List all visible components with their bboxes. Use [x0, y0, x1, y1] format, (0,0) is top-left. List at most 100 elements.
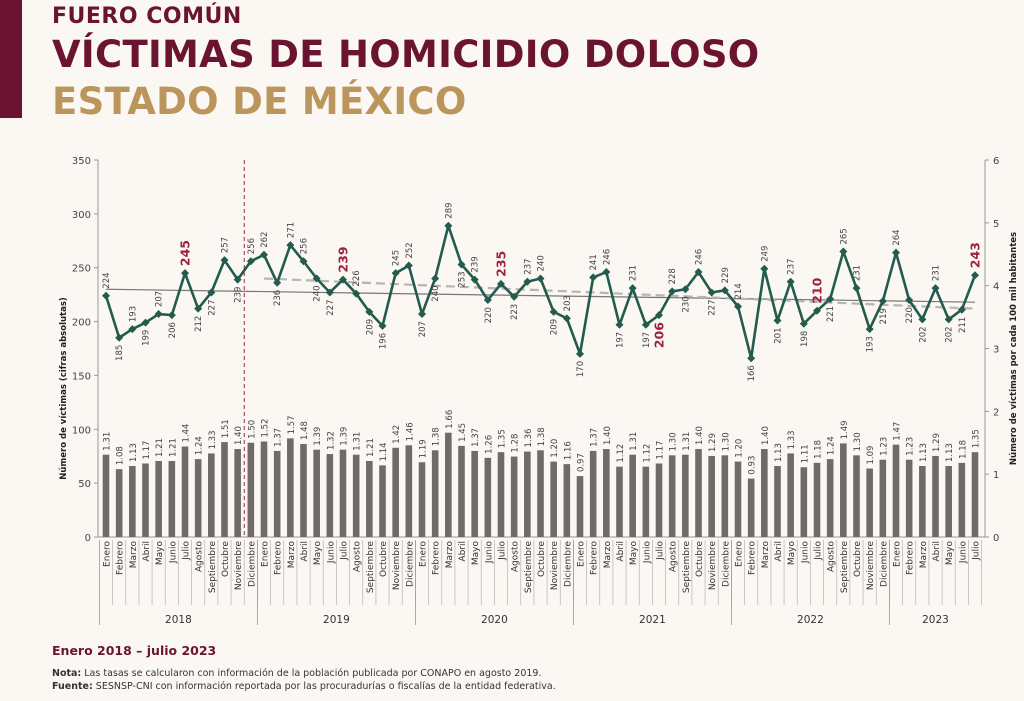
month-label: Febrero — [432, 541, 442, 575]
left-tick-label: 100 — [72, 425, 91, 436]
right-tick-label: 3 — [993, 345, 999, 356]
victims-label: 239 — [471, 256, 481, 272]
victims-label: 199 — [142, 330, 152, 346]
month-label: Septiembre — [840, 541, 850, 594]
month-label: Marzo — [603, 541, 613, 569]
month-label: Abril — [774, 541, 784, 562]
victims-point — [786, 277, 795, 286]
rate-bar — [234, 449, 241, 537]
victims-label: 223 — [510, 304, 520, 320]
rate-bar — [958, 462, 966, 537]
victims-point — [734, 302, 742, 311]
year-label: 2019 — [323, 614, 350, 626]
victims-point — [233, 275, 242, 284]
left-tick-label: 250 — [72, 264, 91, 275]
victims-label: 207 — [155, 291, 165, 307]
victims-point — [194, 304, 203, 313]
year-label: 2021 — [639, 614, 666, 626]
month-label: Agosto — [195, 541, 205, 573]
victims-label: 246 — [695, 249, 705, 265]
month-label: Octubre — [695, 541, 705, 577]
rate-bar — [853, 455, 860, 537]
rate-label: 1.12 — [616, 444, 626, 463]
month-label: Octubre — [221, 541, 231, 577]
rate-bar — [115, 469, 123, 537]
victims-point — [431, 274, 440, 283]
month-label: Julio — [182, 541, 192, 561]
month-label: Marzo — [129, 541, 139, 569]
victims-point — [378, 321, 387, 330]
month-label: Mayo — [787, 541, 797, 566]
note-line: Nota: Las tasas se calcularon con inform… — [52, 667, 556, 680]
victims-point — [918, 315, 927, 324]
brand-stripe — [0, 0, 22, 118]
rate-bar — [840, 443, 847, 537]
rate-bar — [787, 453, 794, 537]
victims-point — [576, 349, 584, 358]
victims-point — [957, 305, 966, 314]
left-tick-label: 0 — [85, 533, 91, 544]
year-label: 2020 — [481, 614, 508, 626]
month-label: Julio — [340, 541, 350, 561]
victims-point — [260, 250, 268, 259]
month-label: Abril — [300, 541, 310, 562]
rate-label: 1.37 — [274, 428, 284, 447]
rate-bar — [932, 455, 939, 537]
left-tick-label: 300 — [72, 210, 91, 221]
month-label: Agosto — [511, 541, 521, 573]
victims-label: 202 — [945, 326, 955, 342]
rate-bar — [445, 432, 452, 537]
rate-bar — [734, 461, 742, 537]
month-label: Abril — [142, 541, 152, 562]
month-label: Abril — [932, 541, 942, 562]
victims-label: 212 — [194, 316, 204, 332]
rate-label: 1.16 — [563, 441, 573, 460]
footnotes: Nota: Las tasas se calcularon con inform… — [52, 667, 556, 693]
victims-point — [641, 320, 650, 329]
rate-bar — [524, 451, 531, 537]
victims-label: 197 — [616, 332, 626, 348]
month-label: Junio — [326, 541, 336, 565]
month-label: Octubre — [537, 541, 547, 577]
rate-label: 1.28 — [511, 434, 521, 453]
victims-label: 228 — [668, 268, 678, 284]
left-tick-label: 150 — [72, 371, 91, 382]
month-label: Noviembre — [234, 541, 244, 591]
victims-label: 227 — [326, 299, 336, 315]
month-label: Mayo — [629, 541, 639, 566]
rate-bar — [945, 465, 952, 537]
month-label: Agosto — [353, 541, 363, 573]
rate-bar — [655, 463, 663, 537]
victims-label: 170 — [576, 361, 586, 377]
rate-bar — [326, 454, 334, 537]
victims-point — [404, 261, 413, 270]
rate-label: 1.47 — [893, 422, 903, 441]
rate-label: 1.42 — [392, 425, 402, 444]
rate-bar — [484, 457, 492, 537]
victims-point — [549, 307, 558, 316]
rate-bar — [181, 446, 189, 537]
month-label: Agosto — [669, 541, 679, 573]
victims-point — [707, 288, 716, 297]
victims-label: 252 — [405, 242, 415, 258]
rate-label: 1.24 — [827, 436, 837, 455]
victims-point — [602, 268, 611, 277]
rate-label: 1.17 — [656, 441, 666, 460]
victims-point — [839, 247, 848, 256]
rate-bar — [431, 450, 439, 537]
month-label: Noviembre — [866, 541, 876, 591]
victims-label: 196 — [379, 333, 389, 349]
page-title: VÍCTIMAS DE HOMICIDIO DOLOSO — [52, 33, 760, 76]
rate-label: 1.39 — [340, 427, 350, 446]
rate-bar — [458, 445, 465, 537]
victims-point — [391, 269, 400, 278]
rate-bar — [761, 449, 768, 537]
rate-label: 1.18 — [958, 440, 968, 459]
rate-bar — [576, 476, 584, 537]
month-label: Marzo — [287, 541, 297, 569]
rate-label: 1.09 — [866, 446, 876, 465]
month-label: Diciembre — [563, 541, 573, 587]
note-label: Nota: — [52, 668, 82, 679]
rate-bar — [471, 450, 478, 537]
rate-label: 1.23 — [906, 437, 916, 456]
